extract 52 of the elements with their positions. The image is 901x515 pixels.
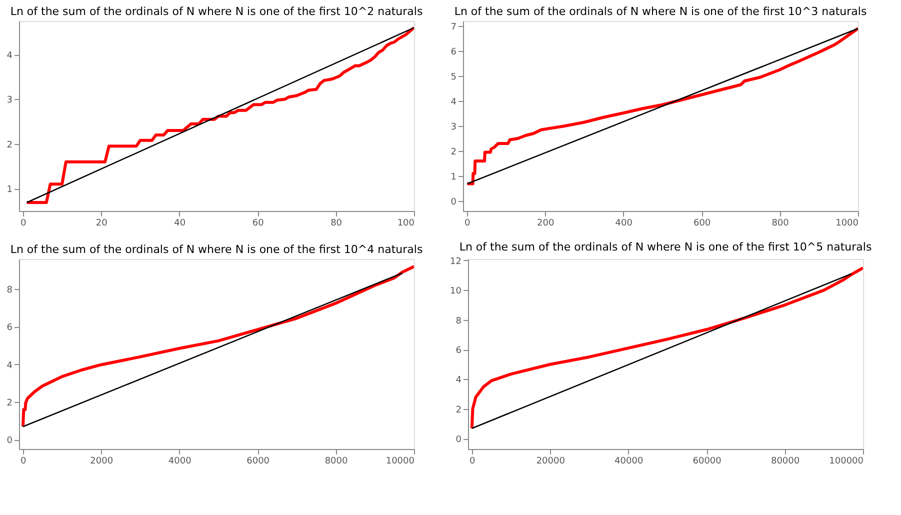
x-tick-label: 80000 bbox=[770, 456, 800, 466]
y-tick-label: 0 bbox=[6, 436, 13, 446]
y-tick-label: 6 bbox=[6, 323, 13, 334]
y-tick-label: 8 bbox=[6, 286, 13, 296]
chart-title: Ln of the sum of the ordinals of N where N is one of the first 10^5 naturals bbox=[459, 240, 872, 254]
x-tick-label: 40000 bbox=[614, 456, 644, 466]
x-tick-label: 0 bbox=[20, 456, 27, 466]
chart-title: Ln of the sum of the ordinals of N where N is one of the first 10^2 naturals bbox=[10, 5, 423, 18]
y-tick-label: 1 bbox=[450, 172, 456, 182]
x-tick-label: 400 bbox=[615, 218, 633, 228]
x-tick-label: 800 bbox=[772, 218, 790, 228]
x-tick-label: 0 bbox=[470, 456, 476, 466]
x-tick-label: 200 bbox=[537, 218, 554, 228]
x-tick-label: 2000 bbox=[90, 456, 114, 466]
x-tick-label: 60 bbox=[252, 218, 264, 228]
x-tick-label: 20 bbox=[96, 218, 108, 228]
y-tick-label: 2 bbox=[456, 405, 462, 416]
y-tick-label: 0 bbox=[456, 435, 462, 446]
y-tick-label: 6 bbox=[450, 48, 457, 58]
y-tick-label: 2 bbox=[6, 398, 12, 408]
y-tick-label: 2 bbox=[6, 140, 12, 150]
x-tick-label: 4000 bbox=[168, 456, 192, 466]
x-tick-label: 10000 bbox=[386, 456, 415, 466]
chart-title: Ln of the sum of the ordinals of N where N is one of the first 10^3 naturals bbox=[454, 5, 867, 18]
x-tick-label: 0 bbox=[464, 218, 471, 228]
y-tick-label: 4 bbox=[6, 51, 13, 62]
x-tick-label: 100000 bbox=[829, 456, 864, 466]
y-tick-label: 10 bbox=[450, 286, 462, 297]
y-tick-label: 3 bbox=[6, 96, 12, 106]
x-tick-label: 6000 bbox=[246, 456, 270, 466]
y-tick-label: 1 bbox=[6, 185, 12, 196]
x-tick-label: 1000 bbox=[836, 218, 859, 228]
x-tick-label: 80 bbox=[330, 218, 342, 228]
y-tick-label: 5 bbox=[450, 72, 456, 82]
x-tick-label: 20000 bbox=[536, 456, 566, 466]
x-tick-label: 60000 bbox=[692, 456, 722, 466]
x-tick-label: 0 bbox=[20, 218, 27, 228]
y-tick-label: 2 bbox=[450, 148, 456, 158]
y-tick-label: 4 bbox=[456, 376, 462, 386]
x-tick-label: 40 bbox=[174, 218, 186, 228]
chart-title: Ln of the sum of the ordinals of N where N is one of the first 10^4 naturals bbox=[10, 243, 423, 256]
x-tick-label: 600 bbox=[693, 218, 711, 228]
y-tick-label: 12 bbox=[450, 256, 462, 267]
y-tick-label: 8 bbox=[456, 316, 462, 326]
y-tick-label: 7 bbox=[450, 22, 456, 32]
y-tick-label: 3 bbox=[450, 122, 456, 132]
y-tick-label: 6 bbox=[456, 346, 462, 356]
y-tick-label: 4 bbox=[6, 360, 13, 371]
x-tick-label: 8000 bbox=[324, 456, 348, 466]
x-tick-label: 100 bbox=[397, 218, 415, 228]
y-tick-label: 0 bbox=[450, 198, 457, 208]
y-tick-label: 4 bbox=[450, 98, 457, 108]
